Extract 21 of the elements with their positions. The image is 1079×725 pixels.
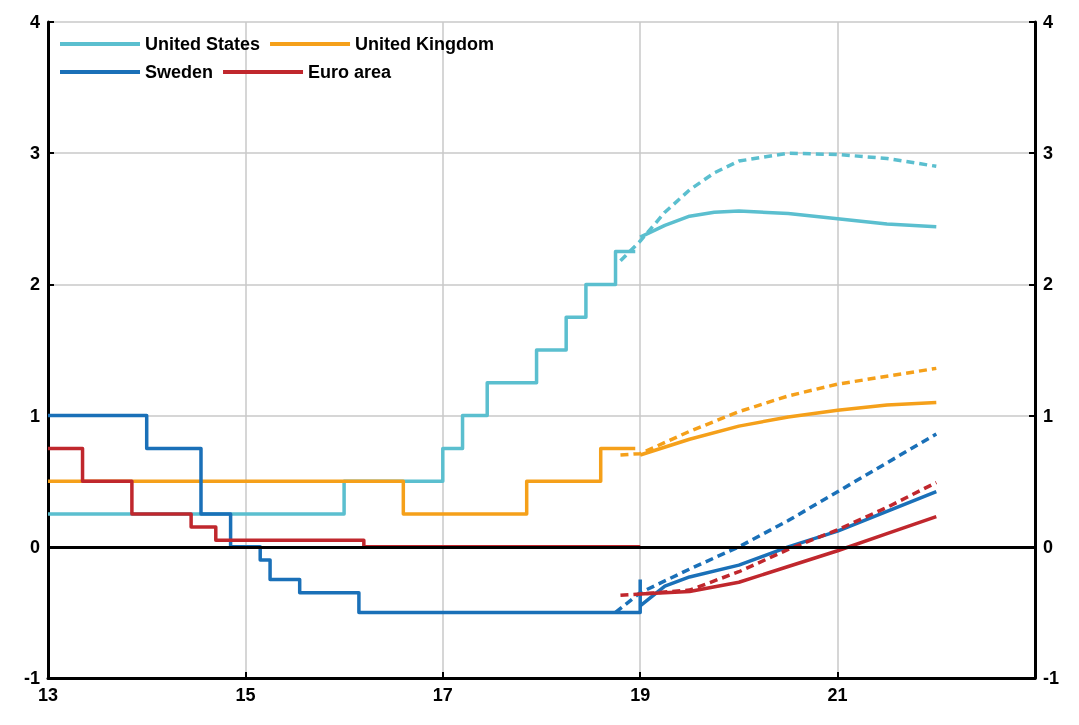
y-tick-label: 0 [29,536,40,557]
y-tick-label: 2 [29,274,40,295]
x-tick-label: 15 [235,685,256,705]
legend-label: United States [145,34,261,54]
y-tick-label: 1 [29,405,40,426]
x-tick-label: 17 [432,685,453,705]
y2-tick-label: 3 [1043,143,1054,164]
legend-label: Euro area [308,62,393,82]
y-tick-label: 3 [29,143,40,164]
legend-label: Sweden [145,62,214,82]
x-tick-label: 13 [37,685,59,705]
y2-tick-label: 4 [1043,12,1054,32]
y-tick-label: -1 [23,668,40,688]
x-tick-label: 19 [630,685,651,705]
x-tick-label: 21 [827,685,848,705]
y2-tick-label: -1 [1043,668,1060,688]
y2-tick-label: 0 [1043,536,1054,557]
y2-tick-label: 2 [1043,274,1054,295]
y-tick-label: 4 [29,12,40,32]
y2-tick-label: 1 [1043,405,1054,426]
legend-label: United Kingdom [355,34,495,54]
